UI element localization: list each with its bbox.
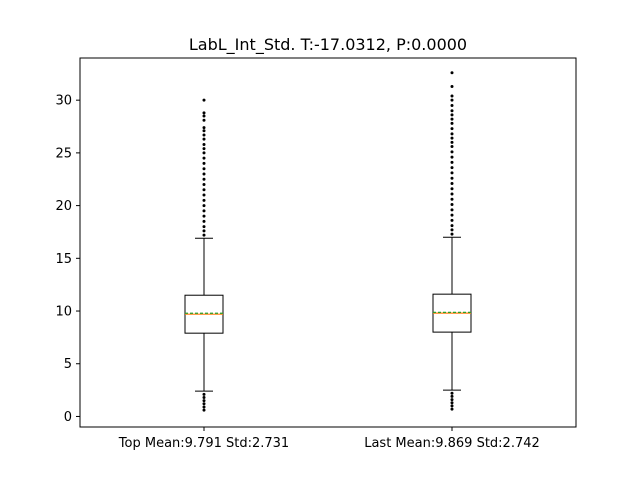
y-tick-label: 25 (55, 146, 72, 161)
outlier-point (450, 121, 454, 125)
outlier-point (450, 113, 454, 117)
outlier-point (450, 84, 454, 88)
outlier-point (202, 204, 206, 208)
outlier-point (202, 395, 206, 399)
outlier-point (450, 407, 454, 411)
outlier-point (202, 225, 206, 229)
outlier-point (450, 208, 454, 212)
y-tick-label: 0 (64, 410, 72, 425)
outlier-point (450, 103, 454, 107)
y-tick-label: 30 (55, 94, 72, 109)
x-tick-label: Last Mean:9.869 Std:2.742 (364, 436, 540, 451)
outlier-point (450, 176, 454, 180)
outlier-point (202, 209, 206, 213)
outlier-point (450, 187, 454, 191)
box-group (432, 71, 472, 411)
outlier-point (202, 214, 206, 218)
outlier-point (202, 408, 206, 412)
outlier-point (450, 132, 454, 136)
y-tick-label: 20 (55, 199, 72, 214)
outlier-point (202, 111, 206, 115)
outlier-point (202, 133, 206, 137)
outlier-point (202, 98, 206, 102)
x-tick-label: Top Mean:9.791 Std:2.731 (118, 436, 289, 451)
outlier-point (450, 94, 454, 98)
outlier-point (202, 183, 206, 187)
outlier-point (202, 118, 206, 122)
outlier-point (202, 114, 206, 118)
outlier-point (202, 405, 206, 409)
outlier-point (202, 151, 206, 155)
outlier-point (450, 398, 454, 402)
outlier-point (450, 150, 454, 154)
outlier-point (450, 140, 454, 144)
outlier-point (450, 71, 454, 75)
chart-title: LabL_Int_Std. T:-17.0312, P:0.0000 (189, 35, 467, 55)
outlier-point (450, 109, 454, 113)
outlier-point (202, 233, 206, 237)
outlier-point (450, 197, 454, 201)
y-tick-label: 15 (55, 252, 72, 267)
outlier-point (450, 145, 454, 149)
outlier-point (450, 117, 454, 121)
outlier-point (450, 171, 454, 175)
outlier-point (450, 181, 454, 185)
y-tick-label: 5 (64, 357, 72, 372)
outlier-point (450, 228, 454, 232)
outlier-point (450, 401, 454, 405)
outlier-point (202, 147, 206, 151)
plot-area (184, 71, 472, 412)
outlier-point (202, 126, 206, 130)
axes-frame (79, 57, 577, 428)
box-group (184, 98, 224, 412)
outlier-point (202, 167, 206, 171)
outlier-point (202, 129, 206, 133)
outlier-point (202, 142, 206, 146)
outlier-point (202, 402, 206, 406)
outlier-point (202, 156, 206, 160)
outlier-point (202, 399, 206, 403)
outlier-point (450, 160, 454, 164)
outlier-point (202, 193, 206, 197)
outlier-point (202, 198, 206, 202)
outlier-point (202, 219, 206, 223)
outlier-point (450, 232, 454, 236)
outlier-point (450, 394, 454, 398)
outlier-point (202, 229, 206, 233)
outlier-point (202, 137, 206, 141)
outlier-point (202, 161, 206, 165)
outlier-point (450, 391, 454, 395)
outlier-point (450, 224, 454, 228)
outlier-point (202, 172, 206, 176)
outlier-point (450, 203, 454, 207)
outlier-point (450, 136, 454, 140)
outlier-point (202, 177, 206, 181)
outlier-point (450, 404, 454, 408)
outlier-point (450, 127, 454, 131)
outlier-point (450, 155, 454, 159)
outlier-point (450, 192, 454, 196)
outlier-point (450, 213, 454, 217)
outlier-point (202, 392, 206, 396)
y-tick-label: 10 (55, 305, 72, 320)
outlier-point (450, 98, 454, 102)
outlier-point (202, 188, 206, 192)
outlier-point (450, 218, 454, 222)
outlier-point (450, 166, 454, 170)
